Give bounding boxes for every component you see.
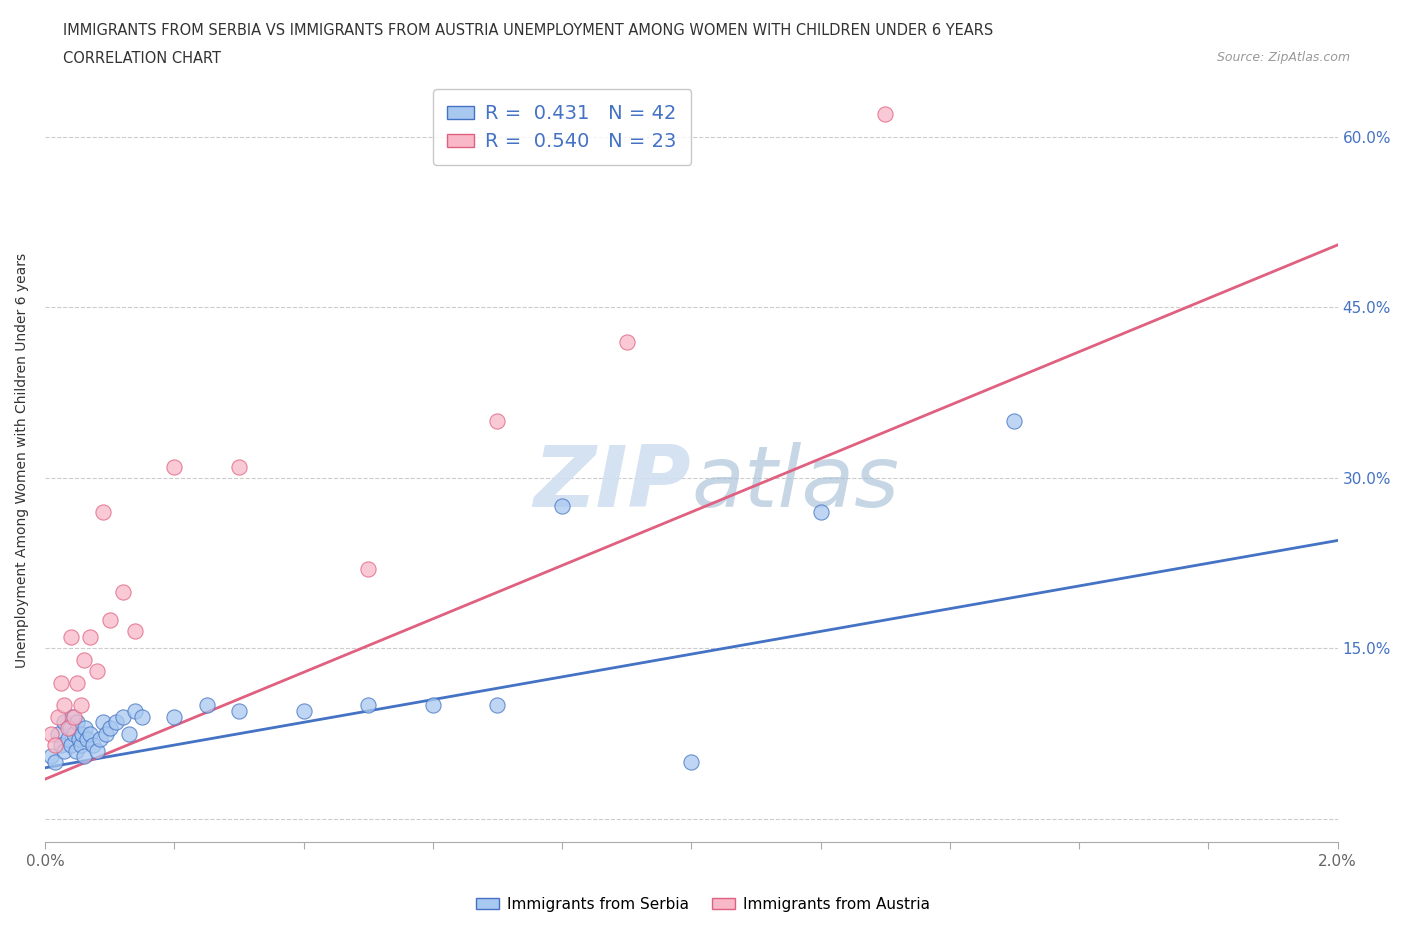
Point xyxy=(41,749,63,764)
Point xyxy=(357,562,380,577)
Point xyxy=(73,721,96,736)
Text: IMMIGRANTS FROM SERBIA VS IMMIGRANTS FROM AUSTRIA UNEMPLOYMENT AMONG WOMEN WITH : IMMIGRANTS FROM SERBIA VS IMMIGRANTS FRO… xyxy=(63,23,994,38)
Y-axis label: Unemployment Among Women with Children Under 6 years: Unemployment Among Women with Children U… xyxy=(15,253,30,669)
Point xyxy=(111,584,134,599)
Point xyxy=(292,703,315,718)
Point xyxy=(66,715,89,730)
Point xyxy=(486,414,509,429)
Point xyxy=(44,737,66,752)
Point xyxy=(56,721,79,736)
Point xyxy=(89,732,111,747)
Point xyxy=(53,743,76,758)
Text: atlas: atlas xyxy=(692,443,900,525)
Point xyxy=(46,726,69,741)
Legend: R =  0.431   N = 42, R =  0.540   N = 23: R = 0.431 N = 42, R = 0.540 N = 23 xyxy=(433,89,692,165)
Point xyxy=(124,703,146,718)
Point xyxy=(49,675,72,690)
Point xyxy=(53,698,76,712)
Point xyxy=(58,721,80,736)
Point xyxy=(49,737,72,752)
Point xyxy=(56,732,79,747)
Point xyxy=(76,732,98,747)
Point xyxy=(357,698,380,712)
Point xyxy=(86,664,108,679)
Point xyxy=(228,459,250,474)
Point xyxy=(681,754,703,769)
Point xyxy=(82,737,104,752)
Point xyxy=(63,710,86,724)
Point xyxy=(41,726,63,741)
Point xyxy=(53,715,76,730)
Point xyxy=(98,613,121,628)
Point xyxy=(63,726,86,741)
Text: Source: ZipAtlas.com: Source: ZipAtlas.com xyxy=(1216,51,1350,64)
Point xyxy=(551,498,574,513)
Point xyxy=(98,721,121,736)
Point xyxy=(91,715,114,730)
Point xyxy=(69,737,91,752)
Point xyxy=(73,749,96,764)
Text: ZIP: ZIP xyxy=(534,443,692,525)
Point xyxy=(616,334,638,349)
Point xyxy=(105,715,128,730)
Point xyxy=(86,743,108,758)
Point xyxy=(73,652,96,667)
Point xyxy=(69,698,91,712)
Point xyxy=(228,703,250,718)
Point xyxy=(79,726,101,741)
Point xyxy=(60,710,83,724)
Point xyxy=(66,675,89,690)
Point xyxy=(163,710,186,724)
Point xyxy=(195,698,218,712)
Point xyxy=(65,743,87,758)
Point xyxy=(59,630,82,644)
Point xyxy=(422,698,444,712)
Point xyxy=(131,710,153,724)
Point xyxy=(486,698,509,712)
Point xyxy=(1004,414,1026,429)
Text: CORRELATION CHART: CORRELATION CHART xyxy=(63,51,221,66)
Point xyxy=(810,505,832,520)
Legend: Immigrants from Serbia, Immigrants from Austria: Immigrants from Serbia, Immigrants from … xyxy=(471,891,935,918)
Point xyxy=(59,737,82,752)
Point xyxy=(96,726,118,741)
Point xyxy=(79,630,101,644)
Point xyxy=(875,107,897,122)
Point xyxy=(124,624,146,639)
Point xyxy=(163,459,186,474)
Point xyxy=(111,710,134,724)
Point xyxy=(118,726,141,741)
Point xyxy=(91,505,114,520)
Point xyxy=(46,710,69,724)
Point xyxy=(67,732,90,747)
Point xyxy=(44,754,66,769)
Point xyxy=(72,726,94,741)
